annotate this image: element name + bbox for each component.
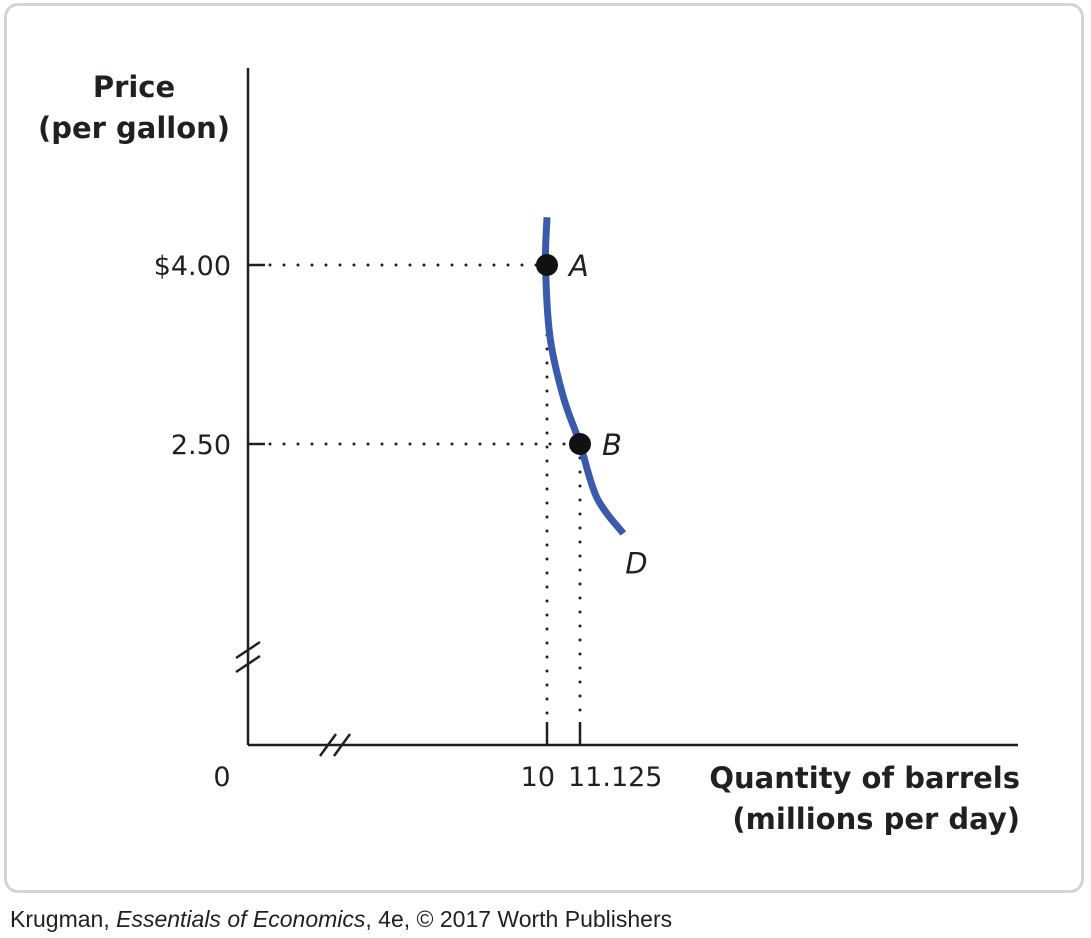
labels: Price (per gallon) Quantity of barrels (… bbox=[38, 70, 1020, 836]
demand-chart: Price (per gallon) Quantity of barrels (… bbox=[38, 68, 1020, 836]
origin-label: 0 bbox=[213, 762, 230, 793]
axes bbox=[235, 68, 1018, 757]
point-b bbox=[569, 433, 591, 455]
y-tick-label: $4.00 bbox=[154, 251, 231, 282]
curve-label-d: D bbox=[625, 547, 647, 581]
x-axis-break-mark bbox=[332, 733, 352, 757]
y-axis-label-line2: (per gallon) bbox=[38, 111, 230, 145]
point-label-b: B bbox=[602, 428, 622, 462]
data-points bbox=[536, 254, 591, 455]
point-a bbox=[536, 254, 558, 276]
figure-frame bbox=[4, 3, 1084, 893]
y-axis-break-mark bbox=[235, 640, 261, 660]
y-axis-break-mark bbox=[235, 654, 261, 674]
guide-lines bbox=[268, 263, 582, 722]
y-axis-label-line1: Price bbox=[93, 70, 175, 104]
figure-credit: Krugman, Essentials of Economics, 4e, © … bbox=[10, 906, 672, 933]
credit-author: Krugman, bbox=[10, 906, 117, 932]
x-tick-label: 11.125 bbox=[568, 762, 662, 793]
credit-rest: , 4e, © 2017 Worth Publishers bbox=[365, 906, 673, 932]
x-axis-label-line1: Quantity of barrels bbox=[709, 761, 1020, 795]
x-axis-break-mark bbox=[318, 733, 338, 757]
x-axis-label-line2: (millions per day) bbox=[732, 802, 1020, 836]
y-tick-label: 2.50 bbox=[171, 430, 231, 461]
credit-book-title: Essentials of Economics bbox=[116, 906, 366, 932]
point-label-a: A bbox=[567, 249, 589, 283]
x-tick-label: 10 bbox=[521, 762, 555, 793]
